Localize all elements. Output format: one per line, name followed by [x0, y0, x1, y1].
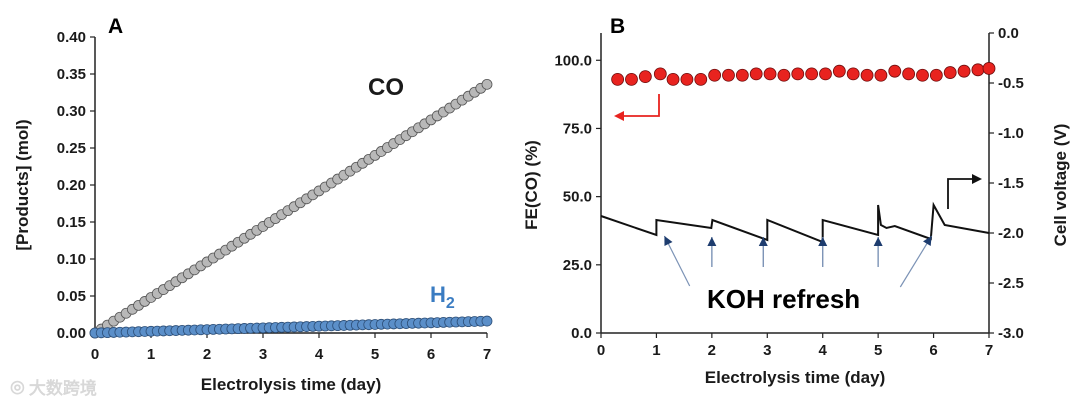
fe-co-data-point: [763, 67, 777, 81]
fe-co-data-point: [971, 63, 985, 77]
panel-b-right-tick-label: -2.5: [998, 275, 1024, 292]
fe-axis-indicator-arrowhead: [614, 111, 624, 121]
koh-refresh-arrowhead: [818, 237, 828, 246]
panel-b-x-tick-label: 3: [763, 342, 771, 359]
watermark: ◎ 大数跨境: [10, 374, 97, 399]
fe-co-data-point: [929, 68, 943, 82]
fe-co-data-point: [694, 72, 708, 86]
koh-refresh-arrowhead: [758, 237, 768, 246]
panel-b-right-tick-label: -0.5: [998, 75, 1024, 92]
koh-refresh-arrowhead: [873, 237, 883, 246]
panel-b-right-axis-label: Cell voltage (V): [1051, 124, 1070, 247]
fe-co-data-point: [638, 70, 652, 84]
watermark-logo-icon: ◎: [10, 376, 25, 396]
fe-co-data-point: [819, 67, 832, 81]
panel-a-x-tick-label: 1: [147, 346, 155, 363]
fe-co-data-point: [653, 67, 667, 81]
fe-co-data-point: [860, 68, 874, 82]
koh-refresh-label: KOH refresh: [707, 284, 860, 314]
panel-b-x-tick-label: 0: [597, 342, 605, 359]
fe-co-data-point: [888, 64, 902, 78]
panel-a-x-tick-label: 4: [315, 346, 324, 363]
fe-co-data-point: [680, 72, 694, 86]
panel-b-x-tick-label: 5: [874, 342, 882, 359]
koh-refresh-arrowhead: [664, 236, 673, 247]
panel-b: B 0.0 25.0 50.0 75.0 100.0 0.0 -0.5 -1.0 -1.5 -2…: [522, 15, 1070, 387]
panel-a-x-tick-label: 5: [371, 346, 379, 363]
panel-a-y-tick-label: 0.00: [57, 325, 86, 342]
panel-a-y-tick-label: 0.20: [57, 177, 86, 194]
watermark-text: 大数跨境: [28, 379, 97, 398]
fe-co-data-point: [982, 62, 996, 75]
panel-a-x-tick-label: 2: [203, 346, 211, 363]
series-label-co: CO: [368, 74, 404, 101]
fe-co-data-point: [943, 66, 957, 79]
cell-voltage-line: [600, 201, 990, 244]
series-label-h2-main: H: [430, 282, 446, 307]
series-label-h2-sub: 2: [446, 295, 455, 312]
panel-a-y-axis-label: [Products] (mol): [13, 119, 32, 250]
fe-co-data-point: [735, 68, 749, 82]
panel-a-y-tick-label: 0.35: [57, 66, 86, 83]
panel-a-label: A: [108, 15, 123, 38]
fe-co-data-point: [777, 68, 791, 82]
panel-a-x-tick-label: 0: [91, 346, 99, 363]
fe-co-data-point: [791, 67, 805, 81]
panel-a-x-tick-label: 6: [427, 346, 435, 363]
fe-co-data-point: [611, 72, 625, 86]
fe-co-data-point: [722, 68, 735, 82]
co-data-point: [481, 78, 493, 90]
panel-a-x-tick-label: 7: [483, 346, 491, 363]
panel-b-left-tick-label: 0.0: [571, 325, 592, 342]
fe-co-data-point: [957, 64, 971, 78]
panel-b-x-tick-label: 1: [652, 342, 660, 359]
panel-b-left-axis-label: FE(CO) (%): [522, 140, 541, 230]
panel-a-y-tick-label: 0.40: [57, 29, 86, 46]
panel-a-x-tick-label: 3: [259, 346, 267, 363]
panel-a-y-tick-label: 0.30: [57, 103, 86, 120]
panel-a-y-tick-label: 0.10: [57, 251, 86, 268]
voltage-axis-indicator-arrow: [947, 178, 973, 209]
panel-b-left-tick-label: 75.0: [563, 120, 592, 137]
fe-co-data-point: [708, 68, 722, 82]
koh-refresh-arrow: [899, 235, 933, 288]
panel-b-label: B: [610, 15, 625, 38]
panel-b-x-tick-label: 4: [819, 342, 828, 359]
panel-a-y-tick-label: 0.15: [57, 214, 86, 231]
fe-co-data-point: [902, 67, 916, 81]
voltage-axis-indicator-arrowhead: [972, 174, 982, 184]
panel-b-left-tick-label: 25.0: [563, 257, 592, 274]
series-label-h2: H2: [430, 282, 455, 312]
panel-b-right-tick-label: -1.5: [998, 175, 1024, 192]
panel-b-x-axis-label: Electrolysis time (day): [705, 368, 885, 387]
fe-axis-indicator-arrow: [622, 94, 660, 117]
panel-b-x-tick-label: 7: [985, 342, 993, 359]
panel-b-x-tick-label: 6: [929, 342, 937, 359]
panel-b-right-tick-label: -2.0: [998, 225, 1024, 242]
panel-a-x-axis-label: Electrolysis time (day): [201, 375, 381, 394]
koh-refresh-arrowhead: [923, 236, 932, 247]
panel-b-left-tick-label: 100.0: [554, 52, 592, 69]
panel-b-right-tick-label: -3.0: [998, 325, 1024, 342]
panel-b-left-tick-label: 50.0: [563, 189, 592, 206]
fe-co-data-point: [666, 72, 680, 86]
panel-a-y-tick-label: 0.25: [57, 140, 86, 157]
panel-a-y-tick-label: 0.05: [57, 288, 86, 305]
panel-b-right-tick-label: -1.0: [998, 125, 1024, 142]
fe-co-data-point: [805, 67, 819, 81]
fe-co-data-point: [832, 64, 846, 78]
panel-a: A 0.00 0.05 0.10 0.15 0.20 0.25 0.30 0.35 0.40 0…: [13, 15, 493, 394]
panel-b-right-tick-label: 0.0: [998, 25, 1019, 42]
fe-co-data-point: [874, 68, 888, 82]
panel-b-x-tick-label: 2: [708, 342, 716, 359]
fe-co-data-point: [916, 68, 929, 82]
koh-refresh-arrow: [663, 235, 691, 287]
koh-refresh-arrowhead: [707, 237, 717, 246]
h2-data-point: [481, 315, 493, 327]
fe-co-data-point: [749, 67, 763, 81]
fe-co-data-point: [846, 67, 860, 81]
fe-co-data-point: [625, 72, 638, 86]
